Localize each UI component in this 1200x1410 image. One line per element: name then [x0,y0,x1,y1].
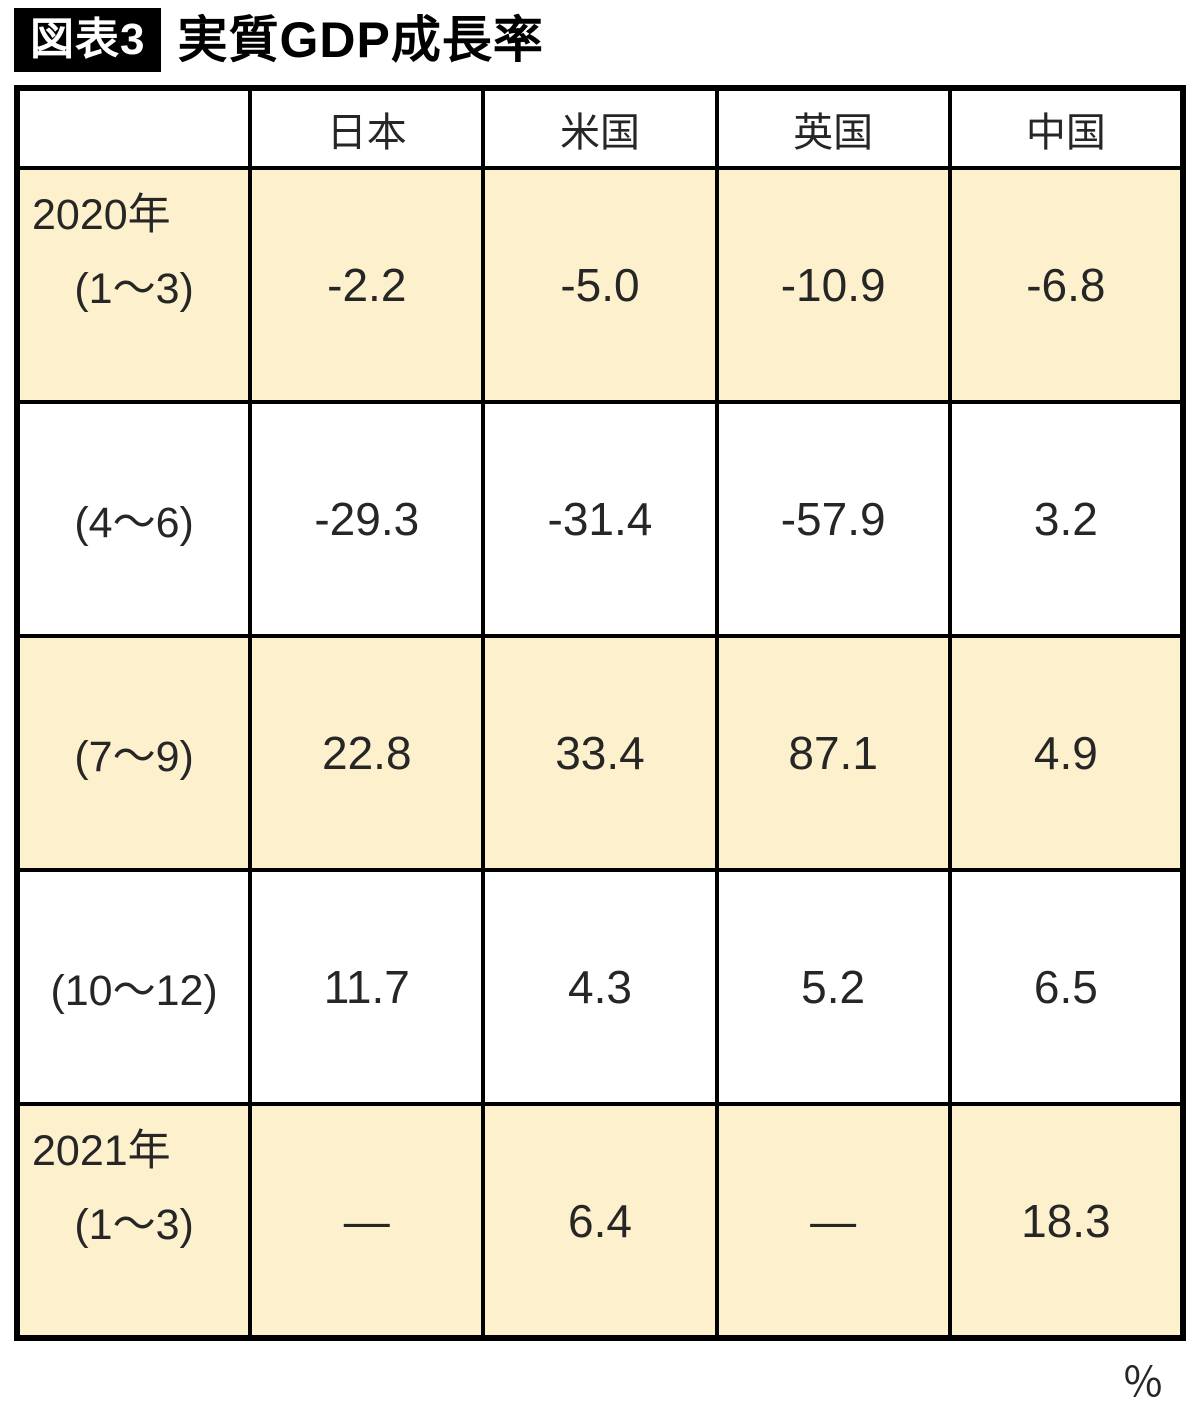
cell-usa: 33.4 [481,634,719,872]
row-label-cell: (4～6) [14,400,253,638]
column-header-japan: 日本 [248,86,486,170]
row-period-label: (1～3) [74,1200,194,1249]
cell-china: 18.3 [947,1102,1186,1340]
corner-cell [14,86,253,170]
row-period-label: (7～9) [74,733,194,781]
page-title: 実質GDP成長率 [177,12,544,68]
header-row: 日本 米国 英国 中国 [14,86,1186,170]
cell-uk: -57.9 [714,400,952,638]
row-label-cell: 2021年 (1～3) [14,1102,253,1340]
row-period-label: (1～3) [74,265,194,313]
cell-china: 4.9 [947,634,1186,872]
figure-title: 図表3 実質GDP成長率 [14,8,1186,72]
table-row-2020-q1: 2020年 (1～3) -2.2 -5.0 -10.9 -6.8 [14,166,1186,404]
cell-japan: — [248,1102,486,1340]
cell-china: 3.2 [947,400,1186,638]
column-header-china: 中国 [947,86,1186,170]
cell-uk: -10.9 [714,166,952,404]
cell-usa: 6.4 [481,1102,719,1340]
row-year-label: 2021年 [32,1126,171,1175]
cell-japan: -2.2 [248,166,486,404]
table-body: 2020年 (1～3) -2.2 -5.0 -10.9 -6.8 (4～6) -… [14,166,1186,1340]
row-period-label: (10～12) [50,967,218,1015]
cell-china: 6.5 [947,868,1186,1106]
cell-china: -6.8 [947,166,1186,404]
column-header-uk: 英国 [714,86,952,170]
column-header-usa: 米国 [481,86,719,170]
row-label-cell: 2020年 (1～3) [14,166,253,404]
table-header: 日本 米国 英国 中国 [14,86,1186,170]
cell-usa: -5.0 [481,166,719,404]
table-row-2020-q3: (7～9) 22.8 33.4 87.1 4.9 [14,634,1186,872]
row-year-label: 2020年 [32,191,171,239]
cell-japan: 11.7 [248,868,486,1106]
cell-uk: 5.2 [714,868,952,1106]
cell-japan: 22.8 [248,634,486,872]
cell-usa: -31.4 [481,400,719,638]
table-row-2020-q2: (4～6) -29.3 -31.4 -57.9 3.2 [14,400,1186,638]
table-row-2021-q1: 2021年 (1～3) — 6.4 — 18.3 [14,1102,1186,1340]
cell-uk: 87.1 [714,634,952,872]
cell-japan: -29.3 [248,400,486,638]
cell-usa: 4.3 [481,868,719,1106]
cell-uk: — [714,1102,952,1340]
row-period-label: (4～6) [74,499,194,547]
gdp-growth-table: 日本 米国 英国 中国 2020年 (1～3) -2.2 -5.0 -10.9 … [14,85,1186,1341]
figure-number-badge: 図表3 [14,8,162,72]
row-label-cell: (10～12) [14,868,253,1106]
row-label-cell: (7～9) [14,634,253,872]
table-row-2020-q4: (10～12) 11.7 4.3 5.2 6.5 [14,868,1186,1106]
unit-label: ％ [1121,1359,1164,1406]
